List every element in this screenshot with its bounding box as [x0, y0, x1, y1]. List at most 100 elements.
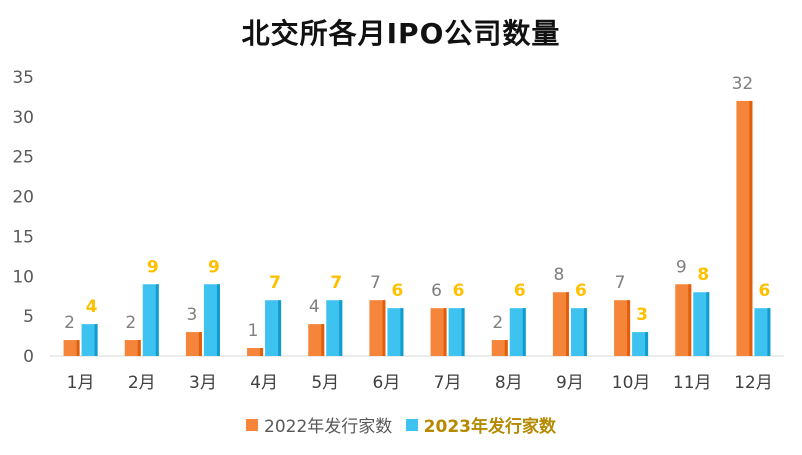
- y-tick-label: 25: [12, 148, 34, 168]
- data-label-2023: 7: [330, 273, 342, 293]
- bar-2023: [509, 308, 526, 356]
- bar-2023: [265, 300, 282, 356]
- bar-2023-shade: [706, 292, 710, 356]
- bar-2023-shade: [216, 284, 220, 356]
- bar-2022: [369, 300, 386, 356]
- data-label-2022: 1: [248, 321, 259, 341]
- data-label-2023: 4: [86, 297, 98, 317]
- bar-2023: [754, 308, 771, 356]
- x-category-label: 8月: [495, 373, 523, 393]
- bar-2022: [552, 292, 569, 356]
- bar-2023-shade: [522, 308, 526, 356]
- y-tick-label: 0: [23, 347, 34, 367]
- bar-2023: [570, 308, 587, 356]
- bar-2022-shade: [198, 332, 202, 356]
- legend: 2022年发行家数 2023年发行家数: [0, 412, 802, 437]
- data-label-2023: 6: [758, 281, 770, 301]
- x-category-label: 5月: [311, 373, 339, 393]
- x-category-label: 6月: [373, 373, 401, 393]
- bar-2022-shade: [137, 340, 141, 356]
- bar-2023-shade: [155, 284, 159, 356]
- bar-2022: [614, 300, 631, 356]
- bar-2022: [308, 324, 325, 356]
- legend-label-2023: 2023年发行家数: [423, 417, 556, 437]
- data-label-2022: 2: [492, 313, 503, 333]
- x-category-label: 2月: [128, 373, 156, 393]
- bar-2023-shade: [278, 300, 282, 356]
- bar-2022-shade: [688, 284, 692, 356]
- bar-2023-shade: [339, 300, 343, 356]
- bar-2022-shade: [627, 300, 631, 356]
- y-tick-label: 5: [23, 307, 34, 327]
- data-label-2023: 9: [208, 257, 220, 277]
- x-category-label: 4月: [250, 373, 278, 393]
- legend-label-2022: 2022年发行家数: [264, 417, 393, 437]
- y-tick-label: 10: [12, 267, 34, 287]
- y-tick-label: 30: [12, 108, 34, 128]
- data-label-2022: 9: [676, 257, 687, 277]
- x-category-label: 1月: [67, 373, 95, 393]
- bar-2023-shade: [583, 308, 587, 356]
- bar-2022-shade: [260, 348, 264, 356]
- bar-2023: [203, 284, 220, 356]
- bar-2022: [430, 308, 447, 356]
- data-label-2022: 7: [370, 273, 381, 293]
- bar-2022: [675, 284, 692, 356]
- y-axis-ticks: 0 5 10 15 20 25 30 35: [12, 68, 34, 367]
- legend-swatch-2023: [405, 418, 418, 431]
- bar-2023: [448, 308, 465, 356]
- data-label-2023: 6: [391, 281, 403, 301]
- legend-item-2023[interactable]: 2023年发行家数: [405, 412, 556, 437]
- data-label-2023: 7: [269, 273, 281, 293]
- bar-2022-shade: [565, 292, 569, 356]
- x-category-label: 11月: [673, 373, 712, 393]
- bar-2023: [693, 292, 710, 356]
- x-category-label: 7月: [434, 373, 462, 393]
- bar-2022: [63, 340, 80, 356]
- data-label-2023: 3: [636, 305, 648, 325]
- bar-2023: [81, 324, 98, 356]
- data-label-2023: 8: [697, 265, 709, 285]
- x-category-label: 12月: [734, 373, 773, 393]
- data-label-2022: 6: [431, 281, 442, 301]
- data-label-2022: 7: [615, 273, 626, 293]
- bar-2022: [185, 332, 202, 356]
- bar-2023-shade: [94, 324, 98, 356]
- data-label-2022: 8: [554, 265, 565, 285]
- data-label-2023: 6: [575, 281, 587, 301]
- x-axis-categories: 1月 2月 3月 4月 5月 6月 7月 8月 9月 10月 11月 12月: [67, 373, 773, 393]
- bar-2022-shade: [504, 340, 508, 356]
- x-category-label: 9月: [556, 373, 584, 393]
- chart-title: 北交所各月IPO公司数量: [241, 17, 561, 50]
- data-label-2022: 32: [732, 74, 754, 94]
- bar-2022-shade: [321, 324, 325, 356]
- bar-2022-shade: [443, 308, 447, 356]
- bar-2022: [247, 348, 264, 356]
- bar-2022-shade: [382, 300, 386, 356]
- legend-swatch-2022: [246, 418, 258, 431]
- bar-2023: [142, 284, 159, 356]
- data-label-2023: 9: [147, 257, 159, 277]
- data-label-2022: 3: [187, 305, 198, 325]
- bar-2023-shade: [645, 332, 649, 356]
- bar-2022: [736, 100, 753, 357]
- bar-2022: [124, 340, 141, 356]
- bar-2023-shade: [400, 308, 404, 356]
- bar-2023: [387, 308, 404, 356]
- bar-2022-shade: [749, 100, 753, 357]
- y-tick-label: 35: [12, 68, 34, 88]
- data-label-2022: 4: [309, 297, 320, 317]
- x-category-label: 3月: [189, 373, 217, 393]
- data-label-2023: 6: [514, 281, 526, 301]
- bar-2023: [326, 300, 343, 356]
- y-tick-label: 15: [12, 227, 34, 247]
- legend-item-2022[interactable]: 2022年发行家数: [246, 412, 392, 437]
- bars-group: [63, 100, 771, 357]
- bar-2023-shade: [767, 308, 771, 356]
- data-label-2022: 2: [125, 313, 136, 333]
- y-tick-label: 20: [12, 188, 34, 208]
- x-category-label: 10月: [612, 373, 651, 393]
- bar-2023: [632, 332, 649, 356]
